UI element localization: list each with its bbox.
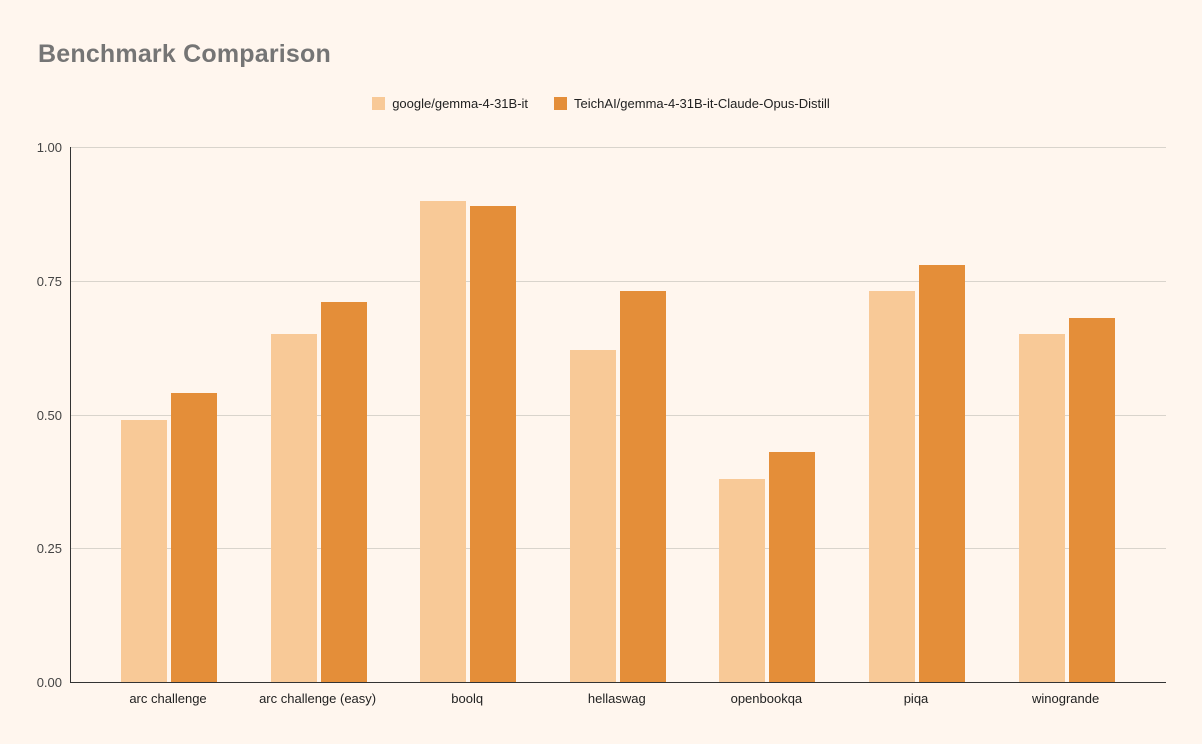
y-tick-label-0.25: 0.25 — [36, 541, 62, 557]
gridline-0.25 — [71, 548, 1166, 550]
bar-series1-boolq[interactable] — [470, 205, 517, 682]
category-label-hellaswag: hellaswag — [587, 691, 646, 706]
legend-item-0: google/gemma-4-31B-it — [372, 96, 528, 111]
bar-group-hellaswag — [569, 147, 666, 682]
legend-swatch-icon — [554, 97, 568, 110]
bar-group-arc-challenge — [121, 147, 217, 682]
bar-series1-arc-challenge-easy-[interactable] — [320, 302, 367, 682]
bar-series1-openbookqa[interactable] — [769, 451, 816, 682]
bar-group-arc-challenge-easy- — [270, 147, 367, 682]
bar-group-piqa — [869, 147, 965, 682]
gridline-1.00 — [71, 147, 1166, 148]
bar-series0-boolq[interactable] — [420, 200, 467, 682]
gridline-0.75 — [71, 280, 1166, 282]
bar-group-openbookqa — [719, 147, 816, 682]
chart-legend: google/gemma-4-31B-it TeichAI/gemma-4-31B… — [0, 96, 1202, 111]
y-tick-label-0.75: 0.75 — [36, 273, 62, 289]
category-label-arc-challenge: arc challenge — [129, 691, 207, 706]
category-label-winogrande: winogrande — [1031, 691, 1100, 706]
y-tick-label-0.50: 0.50 — [36, 407, 62, 423]
plot-area — [70, 147, 1166, 683]
bar-series1-piqa[interactable] — [919, 264, 965, 682]
category-label-piqa: piqa — [903, 691, 929, 706]
bar-series1-hellaswag[interactable] — [619, 291, 666, 682]
y-tick-label-0.00: 0.00 — [36, 675, 62, 690]
bar-series0-winogrande[interactable] — [1018, 334, 1065, 682]
chart-title: Benchmark Comparison — [38, 40, 331, 68]
legend-label: google/gemma-4-31B-it — [392, 96, 529, 111]
category-label-arc-challenge-easy-: arc challenge (easy) — [259, 691, 377, 706]
legend-item-1: TeichAI/gemma-4-31B-it-Claude-Opus-Disti… — [554, 96, 830, 111]
category-label-boolq: boolq — [451, 691, 484, 706]
bar-series0-openbookqa[interactable] — [719, 478, 766, 682]
legend-swatch-icon — [372, 97, 386, 110]
category-label-openbookqa: openbookqa — [730, 691, 803, 706]
bar-series1-arc-challenge[interactable] — [171, 393, 217, 682]
bar-group-winogrande — [1018, 147, 1115, 682]
bar-series0-hellaswag[interactable] — [569, 350, 616, 682]
y-tick-label-1.00: 1.00 — [36, 140, 62, 155]
bar-series0-piqa[interactable] — [869, 291, 915, 682]
gridline-0.50 — [71, 414, 1166, 416]
bar-group-boolq — [420, 147, 517, 682]
bar-series0-arc-challenge-easy-[interactable] — [270, 334, 317, 682]
bar-series0-arc-challenge[interactable] — [121, 419, 167, 682]
bar-series1-winogrande[interactable] — [1068, 318, 1115, 682]
legend-label: TeichAI/gemma-4-31B-it-Claude-Opus-Disti… — [574, 96, 830, 111]
